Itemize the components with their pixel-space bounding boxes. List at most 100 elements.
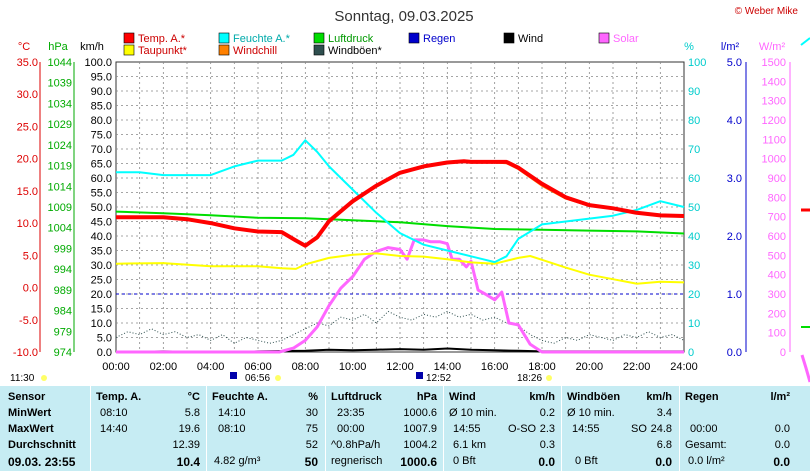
legend-label: Temp. A.* [138, 33, 186, 45]
y-tick-label-temp: 30.0 [17, 89, 38, 101]
current-temp-value: 10.4 [176, 455, 200, 469]
avg-temp-value: 12.39 [172, 439, 200, 451]
y-tick-label-solar: 300 [768, 289, 786, 301]
y-tick-label-solar: 1000 [762, 154, 786, 166]
header-wind: Wind [449, 391, 476, 403]
y-tick-label-solar: 0 [780, 347, 786, 359]
min-temp-value: 5.8 [184, 407, 200, 419]
y-tick-label-humidity: 50 [688, 202, 700, 214]
y-tick-label-humidity: 90 [688, 86, 700, 98]
y-tick-label-solar: 1300 [762, 96, 786, 108]
y-tick-label-humidity: 70 [688, 144, 700, 156]
right-edge-fragments [800, 37, 810, 383]
max-pressure-time: 00:00 [337, 423, 365, 435]
weather-chart: Sonntag, 09.03.2025 © Weber Mike Temp. A… [10, 6, 810, 384]
header-temp-unit: °C [187, 391, 200, 403]
y-tick-label-solar: 700 [768, 212, 786, 224]
y-tick-label-temp: -5.0 [19, 315, 38, 327]
y-tick-label-speed: 5.0 [97, 333, 112, 345]
row-current-label: 09.03. 23:55 [8, 455, 76, 469]
max-wind-direction: O-SO [508, 423, 537, 435]
current-pressure-value: 1000.6 [400, 455, 437, 469]
y-tick-label-humidity: 30 [688, 260, 700, 272]
solar-edge-mark [800, 354, 810, 383]
sunrise-label: 06:56 [245, 373, 270, 384]
x-tick-label: 06:00 [244, 361, 272, 373]
current-abs-humidity: 4.82 g/m³ [214, 455, 261, 467]
min-wind-value: 0.2 [539, 407, 555, 419]
y-tick-label-pressure: 1024 [48, 140, 72, 152]
current-wind-value: 0.0 [538, 455, 555, 469]
y-tick-label-rain: 0.0 [727, 347, 742, 359]
data-series [115, 139, 685, 354]
current-gust-bft: 0 Bft [575, 455, 598, 467]
x-tick-label: 08:00 [292, 361, 320, 373]
y-tick-label-pressure: 1004 [48, 223, 72, 235]
y-tick-label-humidity: 0 [688, 347, 694, 359]
current-gust-value: 0.0 [655, 455, 672, 469]
sun-icon [41, 375, 47, 381]
header-pressure-unit: hPa [416, 391, 437, 403]
max-gust-time: 14:55 [572, 423, 600, 435]
legend-label: Regen [423, 33, 455, 45]
y-tick-label-humidity: 40 [688, 231, 700, 243]
legend-label: Windböen* [328, 45, 383, 57]
x-tick-label: 12:00 [386, 361, 414, 373]
y-tick-label-pressure: 1029 [48, 119, 72, 131]
header-rain: Regen [685, 391, 719, 403]
y-tick-label-pressure: 994 [54, 264, 72, 276]
y-tick-label-solar: 600 [768, 231, 786, 243]
y-tick-label-solar: 500 [768, 250, 786, 262]
legend-label: Feuchte A.* [233, 33, 291, 45]
series-line-feuchte-a [116, 139, 685, 264]
legend-swatch [123, 44, 135, 56]
legend-swatch [218, 44, 230, 56]
legend-label: Taupunkt* [138, 45, 188, 57]
y-tick-label-solar: 400 [768, 270, 786, 282]
series-line-temp-a [116, 159, 685, 248]
axis-unit-rain: l/m² [721, 41, 740, 53]
axis-unit-humidity: % [684, 41, 694, 53]
y-tick-label-speed: 0.0 [97, 347, 112, 359]
axis-unit-temp: °C [18, 41, 30, 53]
axes: 35.0 30.0 25.0 20.0 15.0 10.0 5.0 0.0 -5.0 -10.0 1… [13, 57, 791, 359]
y-tick-label-humidity: 10 [688, 318, 700, 330]
max-rain-value: 0.0 [774, 423, 790, 435]
x-tick-label: 24:00 [670, 361, 698, 373]
y-tick-label-speed: 10.0 [91, 318, 112, 330]
y-tick-label-pressure: 989 [54, 285, 72, 297]
series-line-solar [116, 238, 684, 354]
sunrise-icon [230, 372, 237, 379]
y-tick-label-temp: 25.0 [17, 121, 38, 133]
y-tick-label-solar: 100 [768, 328, 786, 340]
y-tick-label-pressure: 1044 [48, 57, 72, 69]
min-pressure-value: 1000.6 [403, 407, 437, 419]
row-min-label: MinWert [8, 407, 52, 419]
max-pressure-value: 1007.9 [403, 423, 437, 435]
row-avg-label: Durchschnitt [8, 439, 76, 451]
y-tick-label-pressure: 974 [54, 347, 72, 359]
avg-pressure-trend: ^0.8hPa/h [331, 439, 381, 451]
axis-unit-solar: W/m² [759, 41, 786, 53]
current-wind-bft: 0 Bft [453, 455, 476, 467]
y-tick-label-speed: 90.0 [91, 86, 112, 98]
header-gust-unit: km/h [646, 391, 672, 403]
y-tick-label-solar: 1200 [762, 115, 786, 127]
y-tick-label-pressure: 1039 [48, 78, 72, 90]
current-rain-value: 0.0 [773, 455, 790, 469]
y-tick-label-temp: 35.0 [17, 57, 38, 69]
legend-label: Luftdruck [328, 33, 374, 45]
legend-swatch [313, 44, 325, 56]
legend-swatch [123, 32, 135, 44]
y-tick-label-speed: 30.0 [91, 260, 112, 272]
y-tick-label-speed: 80.0 [91, 115, 112, 127]
y-tick-label-speed: 70.0 [91, 144, 112, 156]
max-wind-value: 2.3 [539, 423, 555, 435]
current-pressure-text: regnerisch [331, 455, 383, 467]
max-gust-value: 24.8 [650, 423, 672, 435]
y-tick-label-temp: 10.0 [17, 218, 38, 230]
y-tick-label-speed: 25.0 [91, 275, 112, 287]
sun-icon [275, 375, 281, 381]
y-tick-label-temp: 5.0 [23, 250, 38, 262]
series-line-windb-en [115, 310, 685, 344]
